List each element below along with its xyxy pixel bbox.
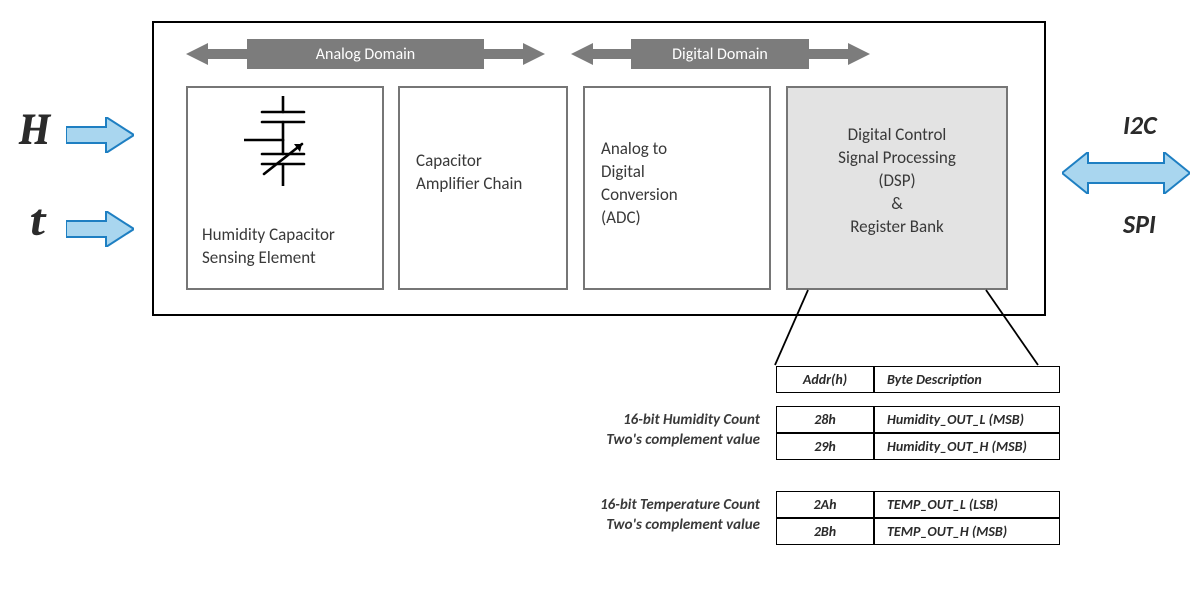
reg-2Ah-addr: 2Ah [776,491,874,518]
temperature-caption-l2: Two's complement value [606,516,760,534]
box-sensing: Humidity Capacitor Sensing Element [186,86,384,290]
reg-29h-addr: 29h [776,433,874,460]
reg-2Bh-desc: TEMP_OUT_H (MSB) [874,518,1060,545]
digital-domain-arrow-left [571,43,633,65]
register-header: Addr(h) Byte Description [776,366,1060,393]
input-t-arrow [66,211,134,247]
digital-domain-label: Digital Domain [672,45,768,64]
humidity-caption: 16-bit Humidity Count Two's complement v… [540,410,760,451]
box-amp: Capacitor Amplifier Chain [398,86,568,290]
input-t-label: t [30,195,45,246]
temperature-caption-l1: 16-bit Temperature Count [600,496,760,514]
reg-28h-addr: 28h [776,406,874,433]
register-temperature: 2Ah TEMP_OUT_L (LSB) 2Bh TEMP_OUT_H (MSB… [776,491,1060,545]
box-adc: Analog to Digital Conversion (ADC) [583,86,771,290]
reg-2Bh-addr: 2Bh [776,518,874,545]
diagram-stage: Analog Domain Digital Domain [0,0,1203,594]
reg-2Ah-desc: TEMP_OUT_L (LSB) [874,491,1060,518]
humidity-caption-l1: 16-bit Humidity Count [623,411,760,429]
digital-domain-arrow-right [808,43,870,65]
analog-domain-arrow-left [186,43,248,65]
analog-domain-label: Analog Domain [316,45,415,64]
reg-header-desc: Byte Description [874,366,1060,393]
register-humidity: 28h Humidity_OUT_L (MSB) 29h Humidity_OU… [776,406,1060,460]
humidity-caption-l2: Two's complement value [606,431,760,449]
interface-spi-label: SPI [1123,208,1156,240]
input-H-label: H [19,104,50,155]
temperature-caption: 16-bit Temperature Count Two's complemen… [540,495,760,536]
box-amp-label: Capacitor Amplifier Chain [416,150,556,196]
box-adc-label: Analog to Digital Conversion (ADC) [601,138,759,230]
interface-i2c-label: I2C [1123,109,1157,141]
analog-domain-bar: Analog Domain [247,39,484,69]
box-dsp: Digital Control Signal Processing (DSP) … [786,86,1008,290]
interface-double-arrow [1062,152,1190,194]
reg-header-addr: Addr(h) [776,366,874,393]
digital-domain-bar: Digital Domain [631,39,809,69]
analog-domain-arrow-right [483,43,545,65]
input-H-arrow [66,117,134,153]
reg-29h-desc: Humidity_OUT_H (MSB) [874,433,1060,460]
humidity-capacitor-icon [244,96,322,186]
reg-28h-desc: Humidity_OUT_L (MSB) [874,406,1060,433]
box-dsp-label: Digital Control Signal Processing (DSP) … [798,124,996,239]
box-sensing-label: Humidity Capacitor Sensing Element [202,224,368,270]
